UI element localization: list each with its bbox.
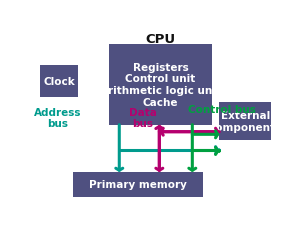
Text: Control bus: Control bus bbox=[188, 104, 255, 114]
FancyBboxPatch shape bbox=[73, 172, 203, 197]
Text: Data
bus: Data bus bbox=[129, 107, 157, 129]
Text: External
components: External components bbox=[209, 111, 282, 132]
FancyBboxPatch shape bbox=[219, 102, 271, 141]
Text: Address
bus: Address bus bbox=[34, 107, 82, 129]
FancyBboxPatch shape bbox=[40, 66, 78, 97]
Text: CPU: CPU bbox=[145, 32, 176, 45]
Text: Primary memory: Primary memory bbox=[89, 180, 187, 190]
Text: Registers
Control unit
Arithmetic logic unit
Cache: Registers Control unit Arithmetic logic … bbox=[100, 63, 221, 107]
Text: Clock: Clock bbox=[43, 76, 75, 86]
FancyBboxPatch shape bbox=[109, 45, 212, 125]
